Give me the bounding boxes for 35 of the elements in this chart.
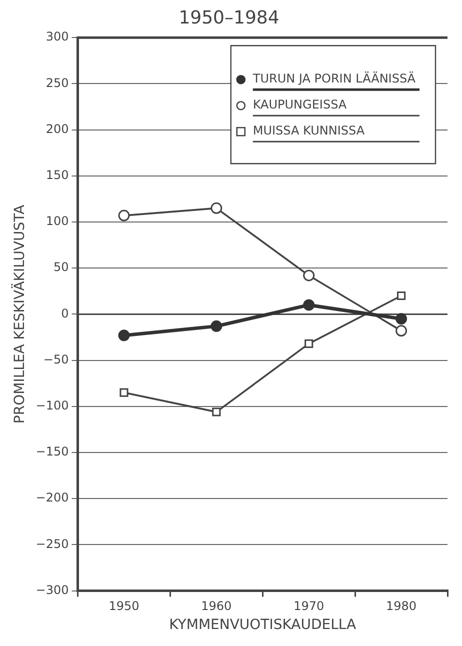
x-axis-title: KYMMENVUOTISKAUDELLA: [169, 617, 357, 634]
point: [210, 202, 222, 214]
point: [396, 313, 408, 325]
point: [118, 330, 130, 342]
legend-label: TURUN JA PORIN LÄÄNISSÄ: [252, 72, 416, 86]
point: [304, 339, 314, 348]
y-tick-label: 0: [61, 306, 69, 320]
x-tick-label: 1950: [108, 599, 140, 614]
point: [118, 210, 130, 222]
x-tick-label: 1970: [294, 599, 324, 614]
legend-label: MUISSA KUNNISSA: [252, 124, 366, 138]
y-tick-label: −50: [43, 352, 69, 366]
y-tick-label: 300: [46, 30, 69, 44]
y-tick-label: 100: [46, 214, 69, 228]
x-tick-label: 1980: [386, 599, 417, 614]
legend-label: KAUPUNGEISSA: [252, 98, 348, 112]
y-tick-label: 250: [46, 76, 69, 90]
y-tick-label: −250: [36, 536, 69, 551]
y-axis-title: PROMILLEA KESKIVÄKILUVUSTA: [11, 204, 28, 424]
y-tick-label: −300: [36, 582, 69, 597]
point: [396, 325, 408, 337]
point: [120, 388, 128, 397]
y-tick-label: −200: [36, 490, 69, 505]
point: [396, 291, 406, 300]
y-tick-label: 200: [46, 122, 69, 136]
point: [303, 270, 315, 282]
chart-title: 1950–1984: [178, 7, 280, 28]
point: [212, 408, 221, 416]
y-tick-label: −100: [36, 398, 69, 413]
point: [303, 299, 315, 311]
point: [210, 320, 222, 332]
y-tick-label: 50: [53, 260, 69, 274]
y-tick-label: 150: [46, 168, 69, 182]
y-tick-label: −150: [36, 444, 69, 459]
x-tick-label: 1960: [201, 599, 232, 614]
